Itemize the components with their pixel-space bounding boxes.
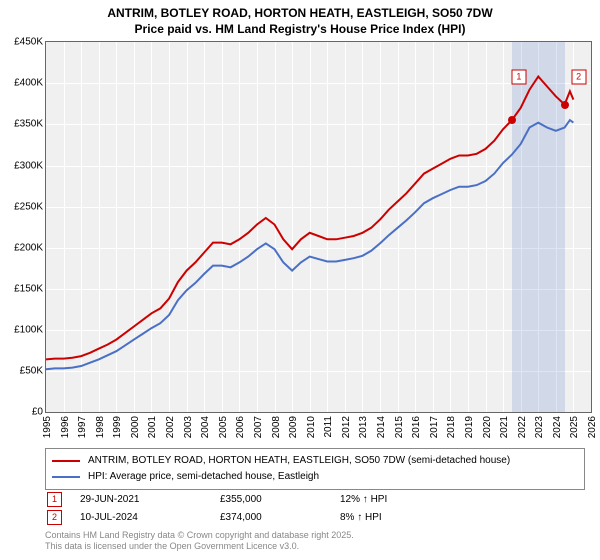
copyright: Contains HM Land Registry data © Crown c… — [45, 530, 354, 552]
x-tick-label: 2016 — [411, 416, 422, 438]
chart-title-block: ANTRIM, BOTLEY ROAD, HORTON HEATH, EASTL… — [0, 0, 600, 37]
marker-date: 10-JUL-2024 — [80, 512, 220, 523]
title-line-2: Price paid vs. HM Land Registry's House … — [0, 22, 600, 38]
x-tick-label: 2010 — [306, 416, 317, 438]
legend-swatch — [52, 476, 80, 478]
marker-table-badge: 2 — [47, 510, 62, 525]
marker-dot-2 — [561, 101, 569, 109]
y-tick-label: £0 — [1, 407, 43, 418]
chart: £0£50K£100K£150K£200K£250K£300K£350K£400… — [45, 41, 600, 441]
x-tick-label: 2022 — [517, 416, 528, 438]
x-tick-label: 1998 — [95, 416, 106, 438]
legend: ANTRIM, BOTLEY ROAD, HORTON HEATH, EASTL… — [45, 448, 585, 490]
x-tick-label: 2006 — [235, 416, 246, 438]
x-tick-label: 2008 — [271, 416, 282, 438]
x-tick-label: 2017 — [429, 416, 440, 438]
marker-table: 1 29-JUN-2021£355,00012% ↑ HPI 2 10-JUL-202… — [45, 490, 585, 526]
y-tick-label: £150K — [1, 283, 43, 294]
x-tick-label: 2005 — [218, 416, 229, 438]
x-tick-label: 2009 — [288, 416, 299, 438]
y-tick-label: £300K — [1, 160, 43, 171]
x-tick-label: 2000 — [130, 416, 141, 438]
x-tick-label: 2003 — [183, 416, 194, 438]
y-tick-label: £400K — [1, 78, 43, 89]
x-tick-label: 2025 — [569, 416, 580, 438]
x-tick-label: 2014 — [376, 416, 387, 438]
marker-price: £355,000 — [220, 494, 340, 505]
legend-label: HPI: Average price, semi-detached house,… — [88, 469, 319, 485]
x-tick-label: 2004 — [200, 416, 211, 438]
x-tick-label: 2011 — [323, 416, 334, 438]
marker-badge-1: 1 — [511, 69, 526, 84]
x-tick-label: 2026 — [587, 416, 598, 438]
marker-table-row: 1 29-JUN-2021£355,00012% ↑ HPI — [45, 490, 585, 508]
marker-price: £374,000 — [220, 512, 340, 523]
legend-swatch — [52, 460, 80, 462]
x-tick-label: 2024 — [552, 416, 563, 438]
x-tick-label: 2001 — [147, 416, 158, 438]
y-tick-label: £50K — [1, 366, 43, 377]
x-tick-label: 2023 — [534, 416, 545, 438]
x-tick-label: 2019 — [464, 416, 475, 438]
y-tick-label: £250K — [1, 201, 43, 212]
legend-row: HPI: Average price, semi-detached house,… — [52, 469, 578, 485]
marker-table-badge: 1 — [47, 492, 62, 507]
marker-pct: 8% ↑ HPI — [340, 512, 460, 523]
marker-table-row: 2 10-JUL-2024£374,0008% ↑ HPI — [45, 508, 585, 526]
x-tick-label: 2018 — [446, 416, 457, 438]
legend-row: ANTRIM, BOTLEY ROAD, HORTON HEATH, EASTL… — [52, 453, 578, 469]
marker-dot-1 — [508, 116, 516, 124]
y-tick-label: £100K — [1, 324, 43, 335]
x-tick-label: 2020 — [482, 416, 493, 438]
x-tick-label: 1995 — [42, 416, 53, 438]
copyright-line-1: Contains HM Land Registry data © Crown c… — [45, 530, 354, 541]
title-line-1: ANTRIM, BOTLEY ROAD, HORTON HEATH, EASTL… — [0, 6, 600, 22]
marker-date: 29-JUN-2021 — [80, 494, 220, 505]
marker-pct: 12% ↑ HPI — [340, 494, 460, 505]
legend-label: ANTRIM, BOTLEY ROAD, HORTON HEATH, EASTL… — [88, 453, 510, 469]
x-tick-label: 1997 — [77, 416, 88, 438]
x-tick-label: 2012 — [341, 416, 352, 438]
x-tick-label: 2013 — [358, 416, 369, 438]
plot-area: £0£50K£100K£150K£200K£250K£300K£350K£400… — [45, 41, 592, 413]
x-tick-label: 2002 — [165, 416, 176, 438]
copyright-line-2: This data is licensed under the Open Gov… — [45, 541, 354, 552]
highlight-band — [512, 42, 565, 412]
x-tick-label: 2021 — [499, 416, 510, 438]
y-tick-label: £200K — [1, 242, 43, 253]
y-tick-label: £350K — [1, 119, 43, 130]
x-tick-label: 2007 — [253, 416, 264, 438]
x-tick-label: 2015 — [394, 416, 405, 438]
marker-badge-2: 2 — [571, 69, 586, 84]
x-tick-label: 1996 — [60, 416, 71, 438]
x-tick-label: 1999 — [112, 416, 123, 438]
y-tick-label: £450K — [1, 37, 43, 48]
